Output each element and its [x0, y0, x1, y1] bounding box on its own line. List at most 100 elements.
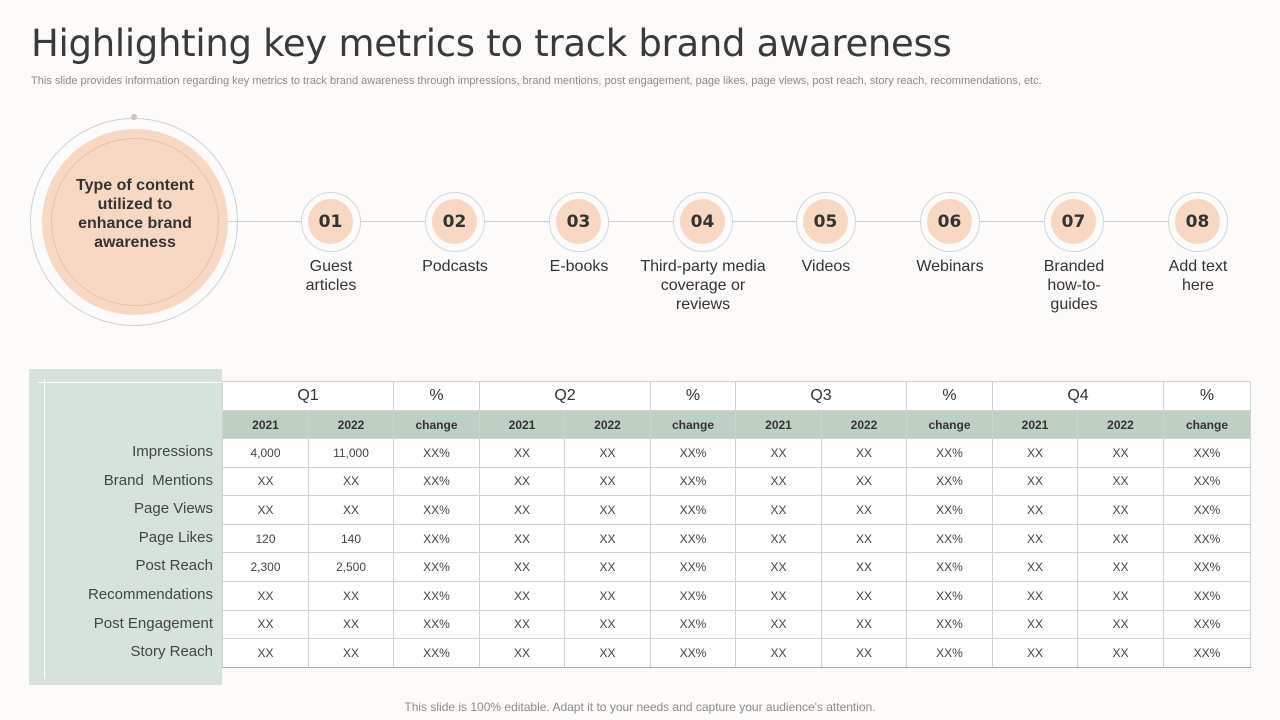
table-cell: XX [821, 495, 907, 525]
step-circle: 08 [1168, 192, 1228, 252]
table-cell: XX [564, 466, 651, 497]
step-circle: 06 [920, 192, 980, 252]
hub-text: Type of content utilized to enhance bran… [76, 177, 194, 251]
year-header: change [393, 410, 480, 439]
step-circle: 02 [425, 192, 485, 252]
metric-label: Post Reach [135, 557, 213, 575]
table-cell: XX [735, 552, 822, 582]
year-header: change [1163, 410, 1251, 439]
table-row: 2,300 2,500 XX% XX XX XX% XX XX XX% XX XX XX% [222, 552, 1251, 582]
percent-header: % [906, 381, 993, 411]
table-cell: XX [564, 523, 651, 554]
table-cell: XX% [906, 638, 993, 668]
table-cell: XX% [650, 495, 736, 525]
metric-label: Page Likes [138, 528, 213, 546]
table-cell: XX [222, 580, 309, 611]
metric-label: Impressions [132, 443, 213, 460]
table-cell: 4,000 [222, 438, 309, 468]
table-cell: XX% [1163, 580, 1251, 611]
step-label: Videos [801, 258, 851, 275]
table-cell: XX% [650, 580, 736, 611]
table-cell: XX% [650, 438, 736, 468]
step-number: 05 [803, 199, 848, 244]
table-cell: XX [992, 552, 1078, 582]
table-cell: XX% [1163, 438, 1251, 468]
table-cell: XX [479, 638, 565, 668]
row-label-panel [29, 369, 222, 685]
table-cell: XX [564, 552, 651, 582]
step-circle: 07 [1044, 192, 1104, 252]
table-row: XX XX XX% XX XX XX% XX XX XX% XX XX XX% [222, 609, 1251, 640]
table-cell: XX [821, 438, 907, 468]
table-cell: XX% [1163, 495, 1251, 525]
year-header: 2022 [308, 410, 394, 439]
step-number: 02 [432, 199, 477, 244]
table-cell: XX [735, 638, 822, 668]
table-cell: XX% [393, 580, 480, 611]
table-cell: 2,500 [308, 552, 394, 582]
year-header: 2022 [1077, 410, 1164, 439]
table-cell: XX [1077, 552, 1164, 582]
percent-header: % [393, 381, 480, 411]
metrics-table-body: 4,000 11,000 XX% XX XX XX% XX XX XX% XX XX XX% XX XX X… [222, 438, 1251, 668]
table-cell: XX [308, 495, 394, 525]
table-cell: XX [735, 495, 822, 525]
year-header: 2022 [821, 410, 907, 439]
table-cell: XX% [1163, 552, 1251, 582]
table-cell: XX [992, 523, 1078, 554]
year-header: 2021 [222, 410, 309, 439]
table-cell: XX [992, 580, 1078, 611]
table-cell: XX [735, 466, 822, 497]
table-cell: XX% [393, 495, 480, 525]
percent-header: % [1163, 381, 1251, 411]
table-cell: XX [479, 552, 565, 582]
metric-label: Brand Mentions [103, 471, 213, 489]
step-number: 03 [556, 199, 601, 244]
table-cell: XX% [393, 466, 480, 497]
panel-accent-line-horizontal [38, 382, 222, 383]
step-label: Webinars [916, 258, 984, 275]
metric-label: Story Reach [130, 643, 213, 661]
table-cell: XX [1077, 638, 1164, 668]
table-cell: XX% [906, 466, 993, 497]
quarter-header: Q4 [992, 381, 1164, 411]
step-number: 07 [1051, 199, 1096, 244]
table-cell: XX [1077, 523, 1164, 554]
year-header: 2022 [564, 410, 651, 439]
table-cell: XX [735, 580, 822, 611]
table-cell: XX [308, 609, 394, 640]
table-cell: XX [735, 438, 822, 468]
table-cell: XX% [906, 580, 993, 611]
table-cell: XX [308, 466, 394, 497]
table-cell: XX [735, 609, 822, 640]
table-cell: XX% [906, 552, 993, 582]
table-cell: XX [564, 438, 651, 468]
step-label: Podcasts [422, 258, 488, 275]
table-cell: XX [1077, 495, 1164, 525]
table-cell: XX [222, 495, 309, 525]
table-cell: XX [1077, 580, 1164, 611]
table-cell: XX [992, 466, 1078, 497]
year-header: change [906, 410, 993, 439]
table-cell: XX [821, 638, 907, 668]
table-cell: XX [821, 609, 907, 640]
table-cell: XX [992, 638, 1078, 668]
table-cell: 11,000 [308, 438, 394, 468]
table-cell: XX% [906, 495, 993, 525]
table-cell: XX [1077, 466, 1164, 497]
table-row: 4,000 11,000 XX% XX XX XX% XX XX XX% XX XX XX% [222, 438, 1251, 468]
table-cell: XX% [393, 552, 480, 582]
table-cell: XX [564, 495, 651, 525]
table-row: XX XX XX% XX XX XX% XX XX XX% XX XX XX% [222, 580, 1251, 611]
table-cell: XX [479, 495, 565, 525]
page-title: Highlighting key metrics to track brand … [31, 22, 952, 65]
step-label: Third-party media coverage or reviews [640, 258, 766, 313]
step-circle: 04 [673, 192, 733, 252]
quarter-header: Q3 [735, 381, 907, 411]
step-label: Branded how-to-guides [1043, 258, 1105, 313]
step-label: E-books [549, 258, 609, 275]
table-cell: XX [821, 552, 907, 582]
step-circle: 01 [301, 192, 361, 252]
table-cell: XX [564, 580, 651, 611]
step-number: 01 [308, 199, 353, 244]
